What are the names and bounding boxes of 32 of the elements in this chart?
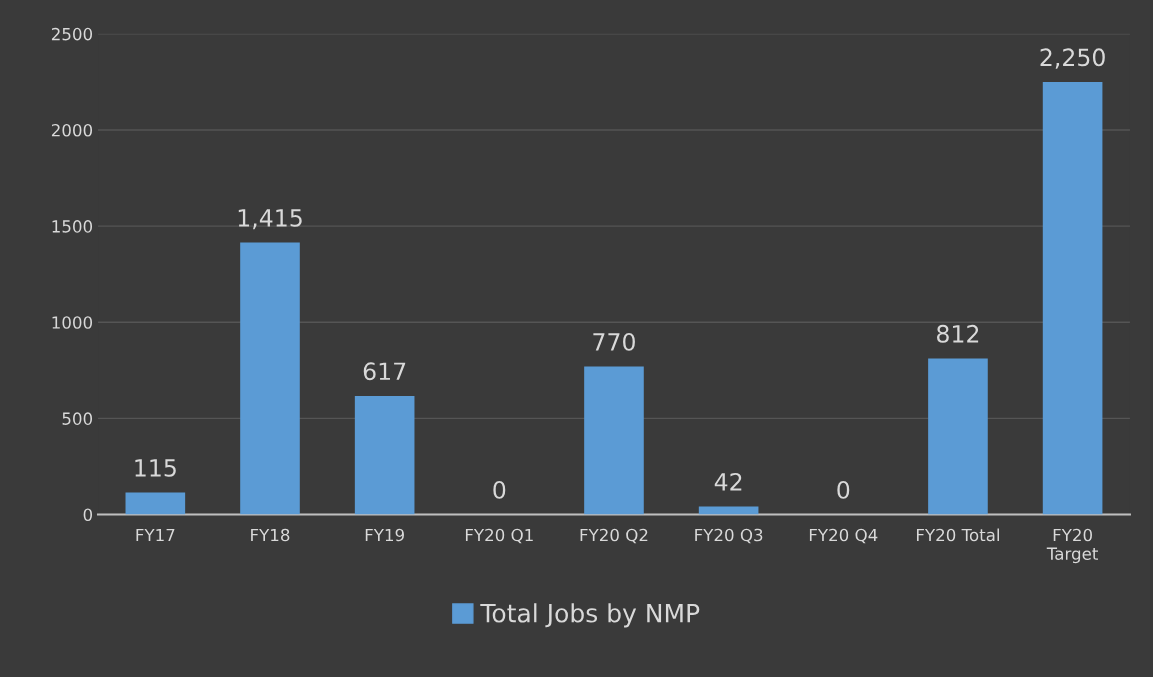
text: 812 [937,324,979,343]
bar [125,492,186,515]
text: 115 [135,459,176,477]
text: 617 [363,362,406,381]
x-tick-label: FY20 Q1 [465,528,533,544]
x-tick-label: FY17 [136,528,175,542]
x-tick-label: FY20 Q4 [809,528,878,544]
y-tick-label: 1500 [52,220,93,233]
y-tick-label: 2500 [51,27,93,41]
text: 0 [493,480,506,499]
text: 0 [837,480,850,499]
x-tick-label: FY18 [251,528,290,542]
text: 2,250 [1040,48,1105,69]
bar [584,366,644,515]
y-tick-label: 1000 [52,316,93,329]
bar [240,242,300,515]
bar [1042,81,1103,515]
x-tick-label: FY20 Q3 [695,528,763,544]
text: 42 [714,472,742,491]
bar [354,395,415,515]
x-tick-label: FY19 [365,528,404,542]
y-tick-label: 0 [83,508,93,522]
x-tick-label: FY20 Target [1046,528,1098,564]
x-tick-label: FY20 Q2 [580,528,648,544]
bar [698,506,759,515]
x-tick-label: FY20 Total [916,528,999,542]
text: 770 [593,332,635,351]
text: 1,415 [238,209,302,230]
y-tick-label: 500 [62,412,93,425]
y-tick-label: 2000 [51,123,93,137]
bar [928,358,988,515]
legend-label: Total Jobs by NMP [480,603,700,628]
